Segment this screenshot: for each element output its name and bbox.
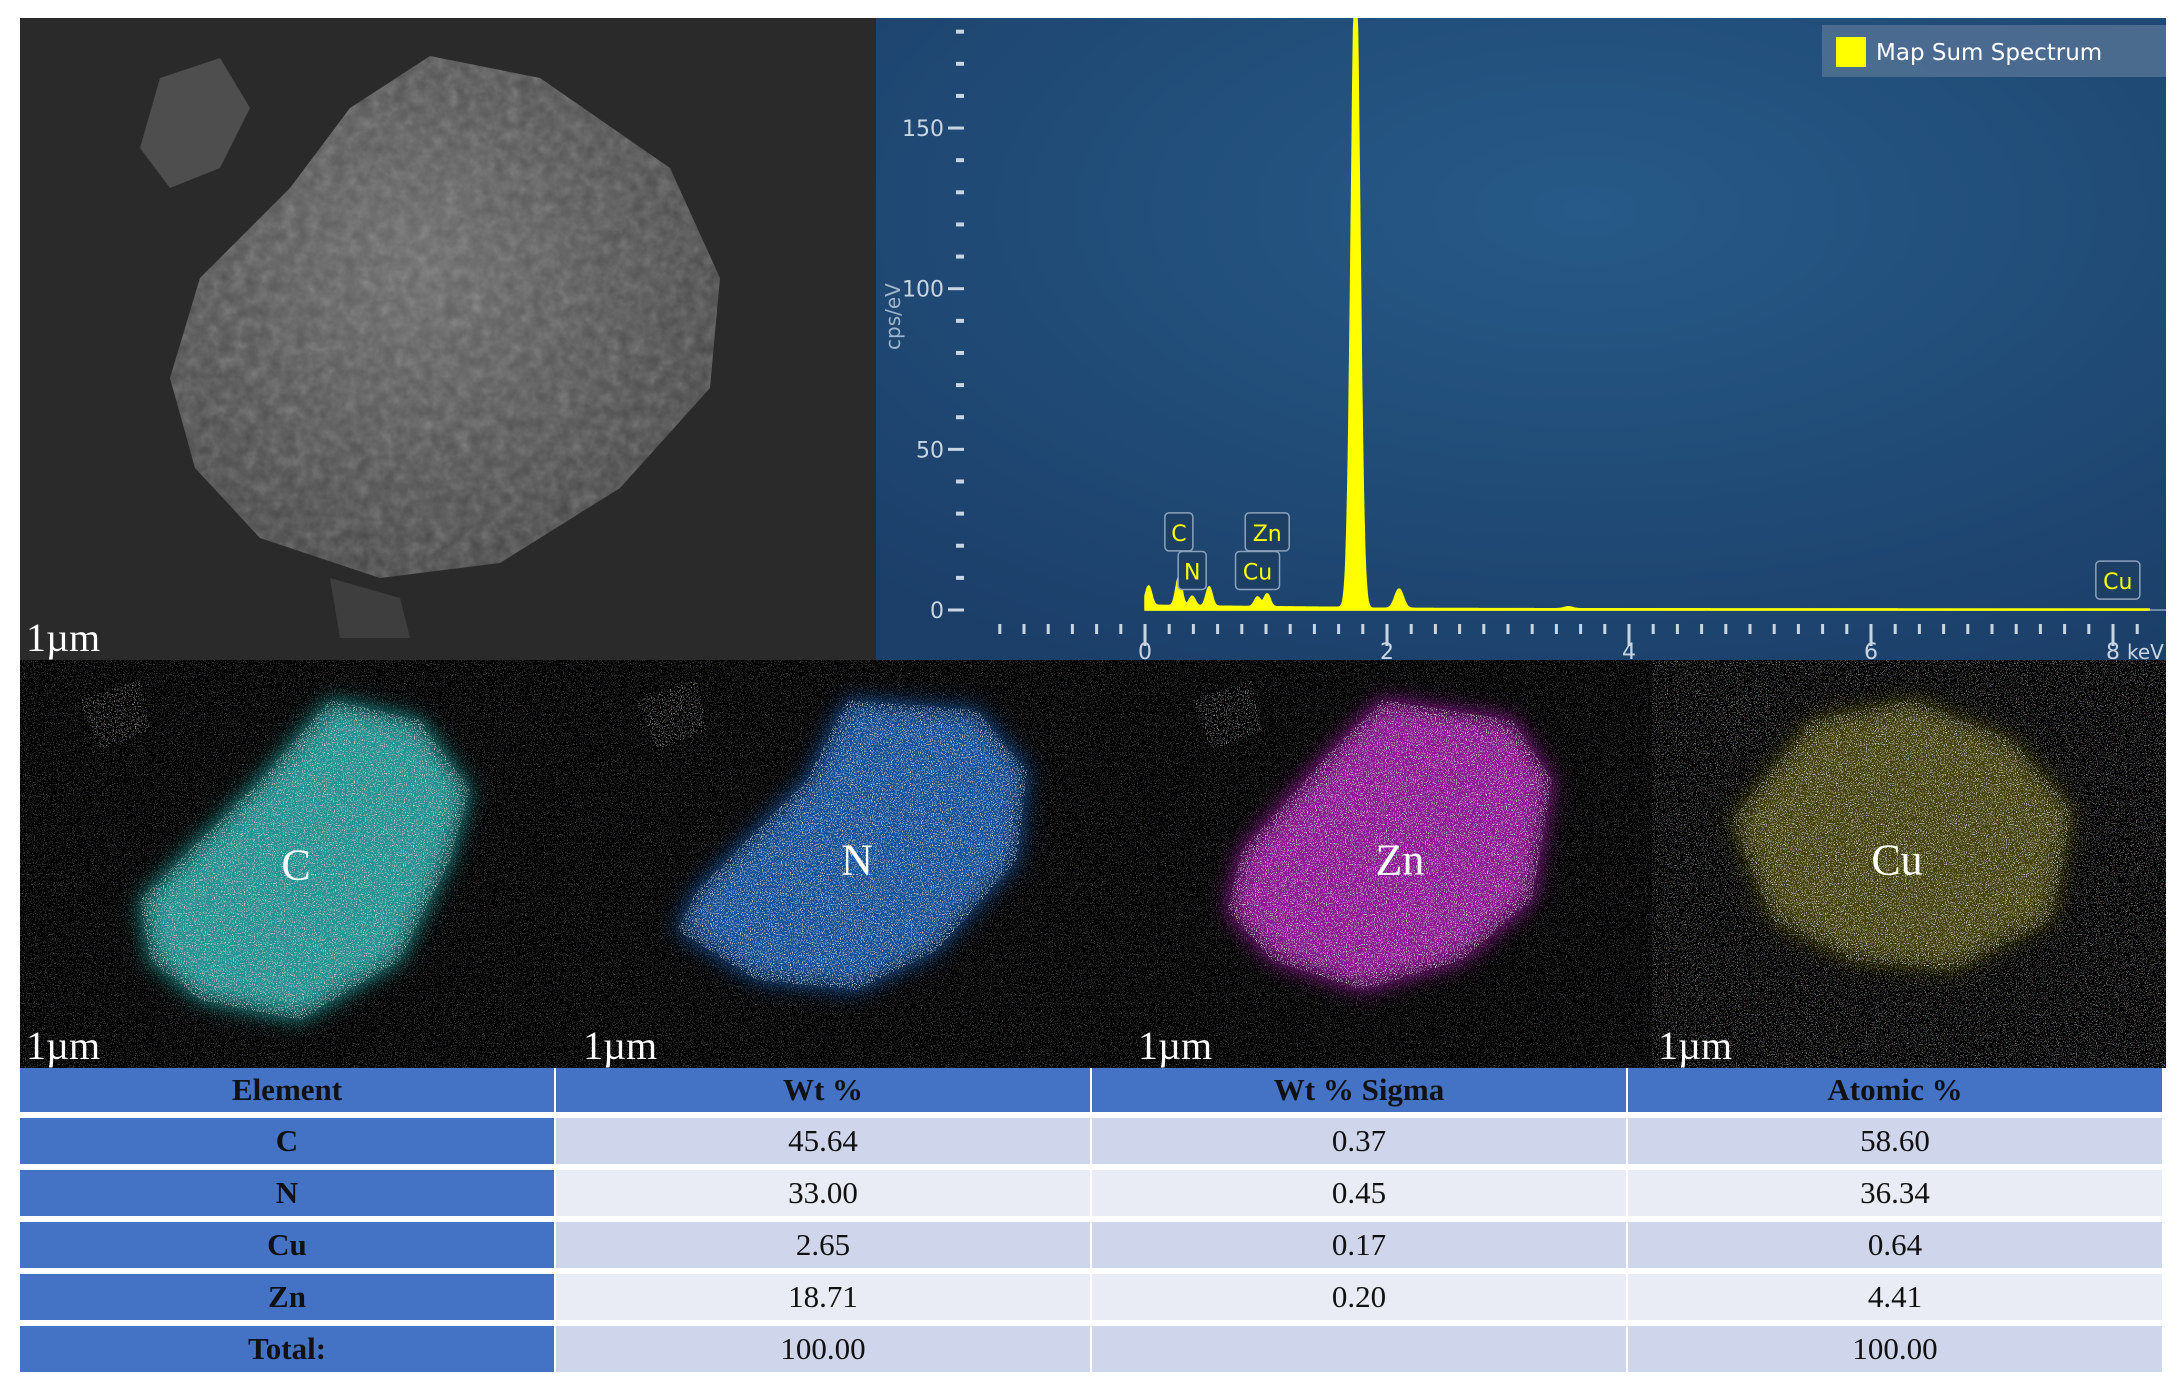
peak-marker-label: Cu: [1243, 560, 1272, 585]
x-tick-label: 6: [1864, 640, 1878, 660]
cell-wt-sigma: 0.17: [1092, 1222, 1626, 1268]
peak-marker-zn: Zn: [1244, 512, 1290, 552]
y-tick-label: 100: [902, 278, 944, 303]
sem-particle: [140, 56, 720, 638]
peak-marker-label: Cu: [2103, 570, 2132, 595]
scale-bar-label: 1µm: [583, 1023, 658, 1068]
scale-bar-label: 1µm: [26, 1023, 101, 1068]
header-element: Element: [20, 1068, 554, 1112]
cell-wt-sigma: [1092, 1326, 1626, 1372]
y-tick-label: 50: [916, 438, 944, 463]
cell-atomic: 36.34: [1628, 1170, 2162, 1216]
cell-wt-sigma: 0.37: [1092, 1118, 1626, 1164]
spectrum-series: [1144, 18, 2151, 611]
peak-marker-cu: Cu: [1234, 550, 1281, 591]
table-row: Total: 100.00 100.00: [20, 1326, 2162, 1372]
legend-label: Map Sum Spectrum: [1876, 40, 2102, 66]
cell-atomic: 100.00: [1628, 1326, 2162, 1372]
composition-table: Element Wt % Wt % Sigma Atomic % C 45.64 0…: [18, 1062, 2164, 1378]
cell-atomic: 58.60: [1628, 1118, 2162, 1164]
cell-wt-sigma: 0.20: [1092, 1274, 1626, 1320]
x-tick-label: 8: [2106, 640, 2120, 660]
peak-marker-n: N: [1177, 550, 1207, 591]
map-cu: Cu 1µm: [1652, 660, 2166, 1068]
peak-marker-label: N: [1184, 560, 1200, 585]
legend-swatch: [1836, 37, 1866, 67]
scale-bar-label: 1µm: [1138, 1023, 1213, 1068]
table-header-row: Element Wt % Wt % Sigma Atomic %: [20, 1068, 2162, 1112]
map-zn: Zn 1µm: [1132, 660, 1652, 1068]
y-tick-label: 0: [930, 599, 944, 624]
cell-atomic: 0.64: [1628, 1222, 2162, 1268]
element-map-zn: [1132, 660, 1652, 1068]
cell-wt: 33.00: [556, 1170, 1090, 1216]
peak-marker-label: Zn: [1253, 522, 1282, 547]
cell-element: C: [20, 1118, 554, 1164]
map-element-label: Zn: [1375, 835, 1425, 885]
legend: Map Sum Spectrum: [1822, 25, 2166, 77]
map-element-label: N: [841, 835, 873, 885]
map-n: N 1µm: [577, 660, 1132, 1068]
plot-background: [876, 18, 2166, 660]
cell-wt: 100.00: [556, 1326, 1090, 1372]
eds-spectrum: 0 50 100 150 0 2 4 6 8 C N Zn Cu Cu Map Sum Spectrum…: [876, 18, 2166, 660]
table-row: N 33.00 0.45 36.34: [20, 1170, 2162, 1216]
sem-image: 1µm: [20, 18, 876, 660]
cell-element: Zn: [20, 1274, 554, 1320]
x-tick-label: 4: [1622, 640, 1636, 660]
header-wt: Wt %: [556, 1068, 1090, 1112]
cell-element: Cu: [20, 1222, 554, 1268]
cell-wt-sigma: 0.45: [1092, 1170, 1626, 1216]
cell-wt: 45.64: [556, 1118, 1090, 1164]
cell-element: Total:: [20, 1326, 554, 1372]
map-c: C 1µm: [20, 660, 577, 1068]
cell-element: N: [20, 1170, 554, 1216]
header-wt-sigma: Wt % Sigma: [1092, 1068, 1626, 1112]
peak-marker-cu: Cu: [2095, 560, 2141, 600]
element-map-c: [20, 660, 577, 1068]
y-axis-label: cps/eV: [881, 283, 905, 350]
header-atomic: Atomic %: [1628, 1068, 2162, 1112]
y-tick-label: 150: [902, 117, 944, 142]
cell-wt: 2.65: [556, 1222, 1090, 1268]
spectrum-plot: 0 50 100 150 0 2 4 6 8 CN Zn Cu Cu Map Sum Spectrum…: [876, 18, 2166, 660]
x-axis-unit: keV: [2127, 640, 2164, 660]
table-row: C 45.64 0.37 58.60: [20, 1118, 2162, 1164]
x-tick-label: 2: [1380, 640, 1394, 660]
scale-bar-label: 1µm: [26, 615, 101, 660]
peak-marker-label: C: [1171, 522, 1186, 547]
x-tick-label: 0: [1138, 640, 1152, 660]
element-map-n: [577, 660, 1132, 1068]
scale-bar-label: 1µm: [1658, 1023, 1733, 1068]
element-map-cu: [1652, 660, 2166, 1068]
table-row: Zn 18.71 0.20 4.41: [20, 1274, 2162, 1320]
cell-wt: 18.71: [556, 1274, 1090, 1320]
peak-marker-c: C: [1164, 512, 1194, 552]
map-element-label: Cu: [1871, 835, 1923, 885]
table-row: Cu 2.65 0.17 0.64: [20, 1222, 2162, 1268]
cell-atomic: 4.41: [1628, 1274, 2162, 1320]
map-element-label: C: [281, 840, 311, 890]
